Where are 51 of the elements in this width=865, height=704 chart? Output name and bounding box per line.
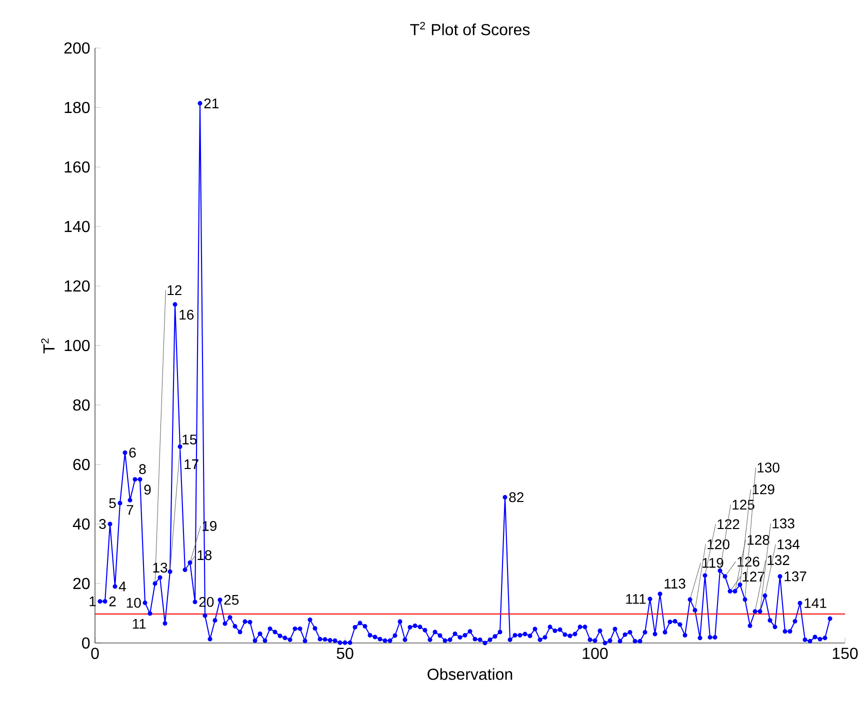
x-tick-label: 150 (832, 648, 858, 660)
annotation: 122 (718, 519, 740, 530)
annotation: 133 (772, 518, 794, 528)
annotation: 128 (748, 534, 770, 545)
annotation: 127 (742, 572, 764, 582)
annotation: 137 (784, 571, 806, 582)
y-tick-label: 120 (64, 280, 90, 292)
annotation: 5 (109, 498, 116, 508)
annotation: 120 (708, 539, 730, 550)
annotation: 111 (626, 594, 646, 604)
annotation: 6 (129, 448, 136, 458)
annotation: 129 (752, 484, 774, 494)
x-tick-label: 0 (91, 648, 99, 660)
x-axis-title: Observation (428, 668, 512, 680)
annotation: 2 (109, 596, 116, 606)
y-tick-label: 160 (64, 161, 90, 173)
annotation: 113 (664, 578, 686, 589)
x-tick-label: 100 (582, 648, 608, 660)
annotation: 126 (738, 556, 760, 567)
annotation: 11 (132, 619, 146, 629)
annotation: 12 (168, 285, 182, 296)
y-tick-label: 40 (72, 518, 90, 530)
x-tick-label: 50 (336, 648, 354, 660)
annotation: 82 (509, 492, 524, 502)
y-tick-label: 140 (64, 220, 90, 232)
annotation: 7 (126, 505, 134, 515)
annotation: 132 (768, 555, 790, 566)
y-tick-label: 80 (73, 399, 90, 411)
y-tick-label: 180 (64, 102, 90, 114)
y-tick-label: 60 (73, 458, 90, 470)
annotation: 130 (758, 462, 780, 473)
y-tick-label: 200 (64, 42, 90, 54)
annotation: 16 (180, 310, 194, 320)
y-tick-label: 100 (64, 340, 90, 352)
annotation: 1 (90, 596, 96, 606)
annotation: 134 (778, 539, 800, 550)
annotation: 119 (702, 558, 724, 568)
annotation: 3 (99, 519, 106, 529)
annotation: 9 (144, 484, 151, 495)
annotation: 125 (732, 500, 754, 510)
annotation: 8 (139, 464, 146, 474)
annotation: 141 (804, 598, 826, 608)
annotation: 13 (153, 562, 168, 573)
y-tick-label: 20 (73, 578, 90, 590)
annotation: 4 (118, 582, 126, 592)
y-axis-title: T$^{2}$ (41, 338, 54, 354)
annotation: 25 (224, 594, 239, 605)
annotation: 10 (126, 598, 141, 608)
chart-title: T$^{2}$ Plot of Scores (410, 22, 530, 36)
y-tick-label: 0 (82, 637, 90, 649)
annotation: 21 (204, 98, 218, 108)
